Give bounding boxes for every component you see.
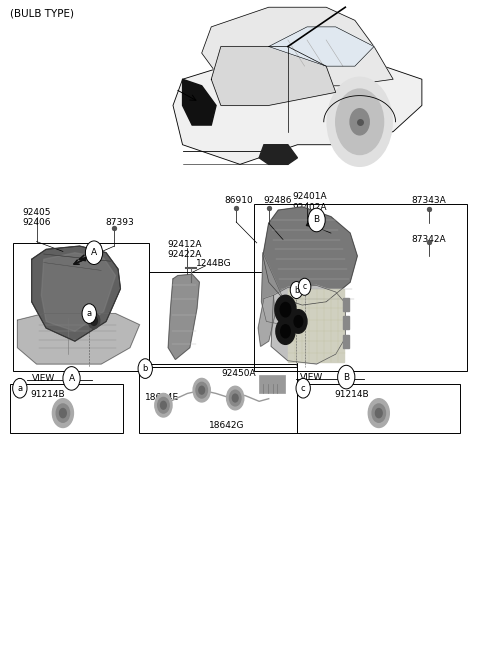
Text: A: A bbox=[69, 374, 74, 383]
Bar bbox=[10, 384, 123, 433]
Polygon shape bbox=[41, 253, 116, 331]
Text: 18642G: 18642G bbox=[209, 421, 244, 430]
Circle shape bbox=[138, 359, 153, 379]
Polygon shape bbox=[271, 285, 345, 364]
Text: b: b bbox=[294, 285, 299, 295]
Bar bbox=[149, 272, 298, 367]
Circle shape bbox=[85, 241, 103, 264]
Polygon shape bbox=[269, 27, 374, 66]
Text: 92450A: 92450A bbox=[222, 369, 256, 378]
Circle shape bbox=[296, 379, 311, 398]
Polygon shape bbox=[32, 246, 120, 341]
Text: 92405
92406: 92405 92406 bbox=[22, 207, 51, 227]
Circle shape bbox=[281, 325, 290, 338]
Circle shape bbox=[12, 379, 27, 398]
Text: b: b bbox=[143, 364, 148, 373]
Circle shape bbox=[336, 89, 384, 155]
Bar bbox=[254, 203, 468, 371]
Text: a: a bbox=[17, 384, 23, 393]
Circle shape bbox=[294, 316, 303, 327]
Text: B: B bbox=[343, 373, 349, 382]
Circle shape bbox=[160, 401, 166, 409]
Bar bbox=[288, 289, 344, 362]
Circle shape bbox=[60, 409, 66, 418]
Bar bbox=[12, 243, 149, 371]
Polygon shape bbox=[182, 79, 216, 125]
Circle shape bbox=[199, 386, 204, 394]
Polygon shape bbox=[211, 47, 336, 106]
Circle shape bbox=[327, 77, 392, 167]
Text: 87393: 87393 bbox=[105, 218, 134, 227]
Polygon shape bbox=[168, 274, 199, 359]
Polygon shape bbox=[263, 207, 357, 305]
Polygon shape bbox=[259, 145, 298, 165]
Circle shape bbox=[368, 399, 389, 428]
Bar bbox=[259, 375, 286, 394]
Circle shape bbox=[375, 409, 382, 418]
Bar bbox=[343, 316, 348, 329]
Polygon shape bbox=[32, 246, 120, 341]
Bar bbox=[343, 335, 348, 348]
Polygon shape bbox=[41, 253, 116, 331]
Text: B: B bbox=[313, 215, 320, 224]
Circle shape bbox=[196, 382, 207, 398]
Text: a: a bbox=[87, 309, 92, 318]
Circle shape bbox=[88, 313, 100, 329]
Circle shape bbox=[290, 281, 303, 298]
Bar bbox=[343, 298, 348, 311]
Text: A: A bbox=[91, 248, 97, 257]
Circle shape bbox=[337, 365, 355, 389]
Circle shape bbox=[155, 394, 172, 417]
Circle shape bbox=[275, 295, 296, 324]
Text: (BULB TYPE): (BULB TYPE) bbox=[10, 9, 74, 18]
Text: 91214B: 91214B bbox=[335, 390, 370, 400]
Circle shape bbox=[229, 390, 241, 406]
Text: 87343A: 87343A bbox=[411, 195, 446, 205]
Text: c: c bbox=[301, 384, 305, 393]
Circle shape bbox=[63, 367, 80, 390]
Circle shape bbox=[232, 394, 238, 402]
Circle shape bbox=[276, 318, 295, 344]
Polygon shape bbox=[262, 253, 288, 325]
Polygon shape bbox=[202, 7, 393, 86]
Text: c: c bbox=[302, 282, 307, 291]
Text: 91214B: 91214B bbox=[30, 390, 65, 400]
Bar bbox=[298, 384, 460, 433]
Circle shape bbox=[227, 386, 244, 410]
Circle shape bbox=[350, 109, 369, 135]
Polygon shape bbox=[173, 47, 422, 165]
Polygon shape bbox=[258, 295, 275, 346]
Text: 92486: 92486 bbox=[263, 195, 291, 205]
Polygon shape bbox=[17, 314, 140, 364]
Circle shape bbox=[157, 398, 169, 413]
Circle shape bbox=[290, 310, 307, 333]
Text: 86910: 86910 bbox=[225, 195, 253, 205]
Text: VIEW: VIEW bbox=[32, 374, 55, 383]
Text: 92401A
92402A: 92401A 92402A bbox=[293, 192, 327, 212]
Circle shape bbox=[56, 404, 70, 422]
Circle shape bbox=[52, 399, 73, 428]
Circle shape bbox=[308, 208, 325, 232]
Text: 18644E: 18644E bbox=[145, 394, 180, 403]
Text: VIEW: VIEW bbox=[300, 373, 323, 382]
Circle shape bbox=[193, 379, 210, 402]
Bar bbox=[140, 364, 298, 433]
Text: 87342A: 87342A bbox=[411, 235, 446, 244]
Circle shape bbox=[280, 302, 291, 317]
Circle shape bbox=[91, 316, 97, 325]
Circle shape bbox=[372, 404, 385, 422]
Text: 92412A
92422A: 92412A 92422A bbox=[167, 239, 202, 259]
Text: 1244BG: 1244BG bbox=[196, 259, 231, 268]
Circle shape bbox=[299, 278, 311, 295]
Circle shape bbox=[82, 304, 96, 323]
